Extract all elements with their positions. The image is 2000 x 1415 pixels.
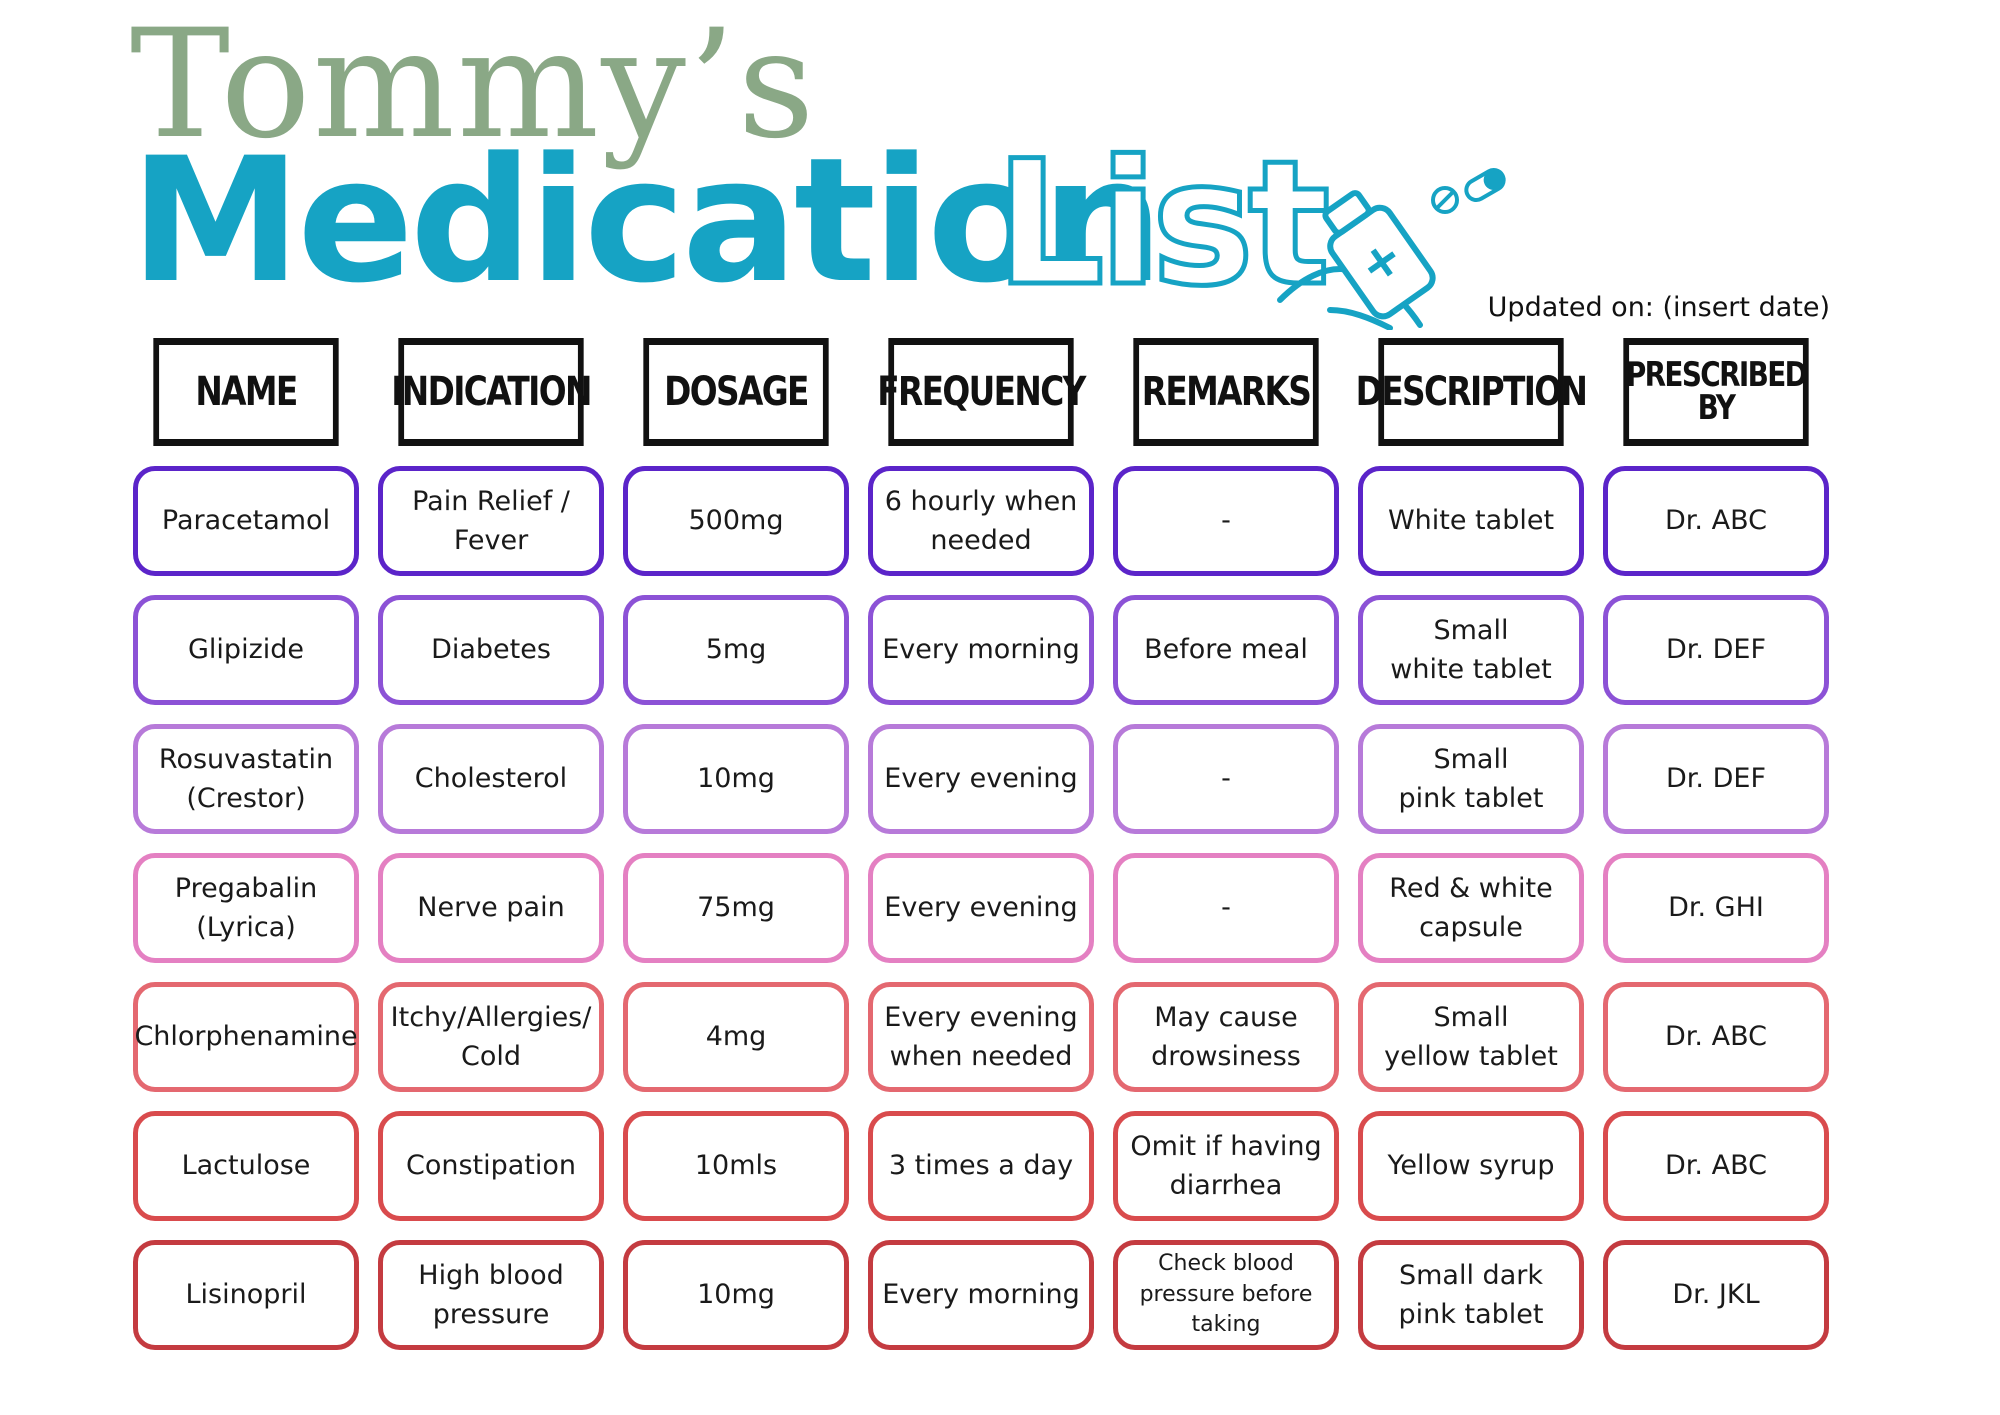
header-remarks: REMARKS: [1133, 338, 1319, 446]
cell-indication: Itchy/Allergies/ Cold: [378, 982, 604, 1092]
header-prescribed-by: PRESCRIBED BY: [1623, 338, 1809, 446]
hand-holding-medicine-bottle-icon: [1277, 168, 1506, 330]
cell-prescribed-by: Dr. ABC: [1603, 1111, 1829, 1221]
medication-table: NAME INDICATION DOSAGE FREQUENCY REMARKS DESC…: [133, 338, 1833, 1369]
cell-indication: High blood pressure: [378, 1240, 604, 1350]
cell-description: Small pink tablet: [1358, 724, 1584, 834]
cell-remarks: Omit if having diarrhea: [1113, 1111, 1339, 1221]
cell-description: Yellow syrup: [1358, 1111, 1584, 1221]
title-medication: Medication: [130, 120, 1164, 321]
cell-remarks: Before meal: [1113, 595, 1339, 705]
cell-indication: Constipation: [378, 1111, 604, 1221]
updated-on-label: Updated on: (insert date): [1487, 292, 1830, 323]
cell-frequency: Every morning: [868, 1240, 1094, 1350]
cell-name: Lactulose: [133, 1111, 359, 1221]
cell-prescribed-by: Dr. DEF: [1603, 595, 1829, 705]
cell-description: Small dark pink tablet: [1358, 1240, 1584, 1350]
cell-dosage: 4mg: [623, 982, 849, 1092]
cell-indication: Nerve pain: [378, 853, 604, 963]
cell-name: Pregabalin (Lyrica): [133, 853, 359, 963]
cell-remarks: -: [1113, 724, 1339, 834]
cell-frequency: Every morning: [868, 595, 1094, 705]
cell-dosage: 10mg: [623, 724, 849, 834]
cell-remarks: Check blood pressure before taking: [1113, 1240, 1339, 1350]
cell-prescribed-by: Dr. ABC: [1603, 466, 1829, 576]
cell-frequency: Every evening: [868, 853, 1094, 963]
title-tommys: Tommy’s: [130, 0, 817, 172]
cell-indication: Cholesterol: [378, 724, 604, 834]
cell-name: Chlorphenamine: [133, 982, 359, 1092]
cell-name: Glipizide: [133, 595, 359, 705]
header-name: NAME: [153, 338, 339, 446]
cell-remarks: -: [1113, 466, 1339, 576]
cell-indication: Diabetes: [378, 595, 604, 705]
cell-name: Rosuvastatin (Crestor): [133, 724, 359, 834]
header-dosage: DOSAGE: [643, 338, 829, 446]
cell-frequency: 3 times a day: [868, 1111, 1094, 1221]
header-description: DESCRIPTION: [1356, 338, 1588, 446]
title-list: List: [992, 123, 1332, 324]
header-indication: INDICATION: [391, 338, 592, 446]
cell-dosage: 500mg: [623, 466, 849, 576]
cell-dosage: 10mls: [623, 1111, 849, 1221]
cell-name: Paracetamol: [133, 466, 359, 576]
cell-description: Red & white capsule: [1358, 853, 1584, 963]
header-frequency: FREQUENCY: [877, 338, 1086, 446]
cell-indication: Pain Relief / Fever: [378, 466, 604, 576]
cell-dosage: 10mg: [623, 1240, 849, 1350]
cell-frequency: Every evening: [868, 724, 1094, 834]
cell-prescribed-by: Dr. DEF: [1603, 724, 1829, 834]
cell-description: White tablet: [1358, 466, 1584, 576]
cell-dosage: 5mg: [623, 595, 849, 705]
cell-name: Lisinopril: [133, 1240, 359, 1350]
cell-dosage: 75mg: [623, 853, 849, 963]
cell-frequency: 6 hourly when needed: [868, 466, 1094, 576]
cell-prescribed-by: Dr. JKL: [1603, 1240, 1829, 1350]
cell-prescribed-by: Dr. GHI: [1603, 853, 1829, 963]
cell-prescribed-by: Dr. ABC: [1603, 982, 1829, 1092]
cell-description: Small white tablet: [1358, 595, 1584, 705]
cell-remarks: -: [1113, 853, 1339, 963]
cell-remarks: May cause drowsiness: [1113, 982, 1339, 1092]
cell-description: Small yellow tablet: [1358, 982, 1584, 1092]
cell-frequency: Every evening when needed: [868, 982, 1094, 1092]
